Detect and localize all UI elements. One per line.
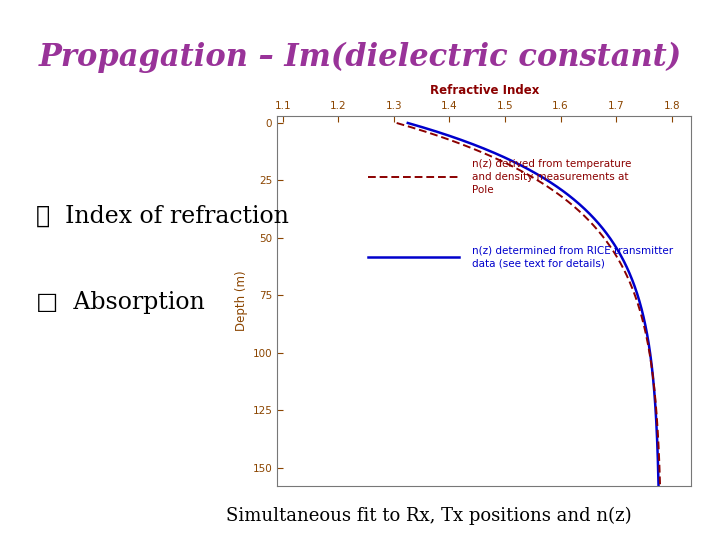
Text: Propagation – Im(dielectric constant): Propagation – Im(dielectric constant) <box>38 42 682 73</box>
Text: □  Absorption: □ Absorption <box>36 291 204 314</box>
Text: n(z) determined from RICE transmitter
data (see text for details): n(z) determined from RICE transmitter da… <box>472 245 673 268</box>
X-axis label: Refractive Index: Refractive Index <box>430 84 539 97</box>
Text: n(z) derived from temperature
and density measurements at
Pole: n(z) derived from temperature and densit… <box>472 159 631 195</box>
Text: Simultaneous fit to Rx, Tx positions and n(z): Simultaneous fit to Rx, Tx positions and… <box>225 507 631 525</box>
Y-axis label: Depth (m): Depth (m) <box>235 271 248 332</box>
Text: ✓  Index of refraction: ✓ Index of refraction <box>36 205 289 227</box>
